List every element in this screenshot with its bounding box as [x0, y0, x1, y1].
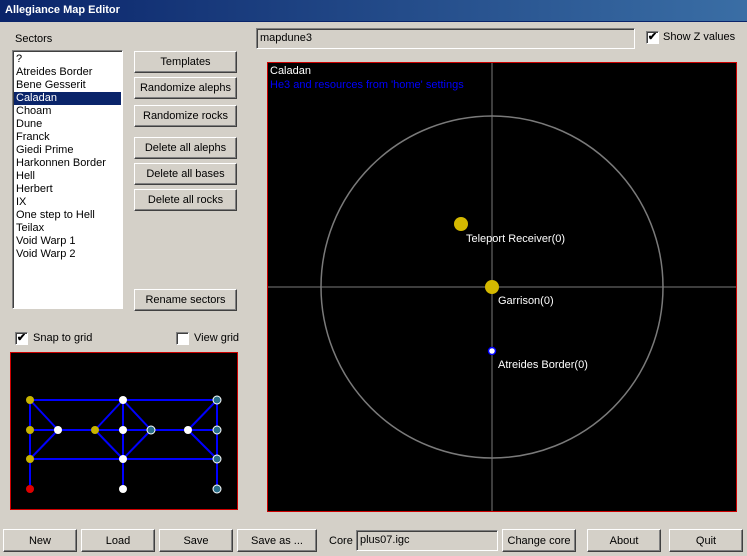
sector-name: Caladan — [270, 65, 311, 77]
minimap-node[interactable] — [26, 455, 34, 463]
sector-list-item[interactable]: Teilax — [16, 222, 45, 234]
new-button[interactable]: New — [3, 529, 77, 552]
load-button[interactable]: Load — [81, 529, 155, 552]
view-grid-checkbox[interactable] — [176, 332, 189, 345]
sectors-label: Sectors — [15, 33, 53, 45]
window-title: Allegiance Map Editor — [5, 4, 120, 16]
check-icon: ✔ — [16, 332, 27, 344]
minimap-node[interactable] — [91, 426, 99, 434]
sector-list-item[interactable]: Caladan — [14, 92, 121, 105]
atreides-border-aleph[interactable] — [487, 346, 497, 356]
teleport-receiver-label: Teleport Receiver(0) — [466, 233, 566, 245]
sector-list-item[interactable]: Franck — [16, 131, 50, 143]
minimap-node[interactable] — [54, 426, 62, 434]
save-as-button[interactable]: Save as ... — [237, 529, 317, 552]
sector-boundary-circle — [320, 115, 664, 459]
garrison-station[interactable] — [485, 280, 499, 294]
sector-info: He3 and resources from 'home' settings — [270, 79, 464, 91]
sector-list-item[interactable]: Void Warp 2 — [16, 248, 76, 260]
minimap-node[interactable] — [212, 395, 222, 405]
sector-list-item[interactable]: Bene Gesserit — [16, 79, 86, 91]
minimap-node[interactable] — [212, 484, 222, 494]
sector-map-canvas — [268, 63, 736, 511]
garrison-label: Garrison(0) — [498, 295, 554, 307]
minimap-link — [29, 429, 59, 460]
minimap-nodes — [26, 395, 222, 494]
snap-to-grid-checkbox[interactable]: ✔ — [15, 332, 28, 345]
change-core-button[interactable]: Change core — [502, 529, 576, 552]
templates-button[interactable]: Templates — [134, 51, 237, 73]
sector-list-item[interactable]: Void Warp 1 — [16, 235, 76, 247]
minimap-links — [29, 399, 218, 489]
minimap-node[interactable] — [184, 426, 192, 434]
delete-alephs-button[interactable]: Delete all alephs — [134, 137, 237, 159]
minimap-link — [29, 399, 59, 431]
minimap-link — [94, 399, 124, 431]
sector-list-item[interactable]: Giedi Prime — [16, 144, 74, 156]
minimap-link — [187, 399, 218, 431]
sector-list-item[interactable]: Dune — [16, 118, 43, 130]
minimap-node[interactable] — [119, 396, 127, 404]
core-field[interactable]: plus07.igc — [356, 530, 498, 551]
minimap-link — [187, 429, 218, 460]
minimap-link — [122, 429, 152, 460]
quit-button[interactable]: Quit — [669, 529, 743, 552]
snap-to-grid-label: Snap to grid — [33, 332, 93, 344]
minimap-node[interactable] — [146, 425, 156, 435]
atreides-border-label: Atreides Border(0) — [498, 359, 588, 371]
minimap-node[interactable] — [119, 426, 127, 434]
sector-list-item[interactable]: Hell — [16, 170, 35, 182]
minimap-node[interactable] — [212, 454, 222, 464]
show-z-checkbox[interactable]: ✔ — [646, 31, 659, 44]
view-grid-label: View grid — [194, 332, 240, 344]
randomize-rocks-button[interactable]: Randomize rocks — [134, 105, 237, 127]
core-label: Core — [329, 535, 353, 547]
rename-sectors-button[interactable]: Rename sectors — [134, 289, 237, 311]
title-bar: Allegiance Map Editor — [0, 0, 747, 22]
teleport-receiver-station[interactable] — [454, 217, 468, 231]
about-button[interactable]: About — [587, 529, 661, 552]
sector-list-item[interactable]: Harkonnen Border — [16, 157, 106, 169]
show-z-label: Show Z values — [663, 31, 736, 43]
minimap-node[interactable] — [26, 396, 34, 404]
delete-bases-button[interactable]: Delete all bases — [134, 163, 237, 185]
sector-minimap[interactable] — [10, 352, 238, 510]
minimap-node[interactable] — [119, 455, 127, 463]
minimap-node[interactable] — [26, 485, 34, 493]
sector-list-item[interactable]: Atreides Border — [16, 66, 93, 78]
sector-list-item[interactable]: Choam — [16, 105, 52, 117]
sector-map-view[interactable]: Caladan He3 and resources from 'home' se… — [267, 62, 737, 512]
map-name-field[interactable]: mapdune3 — [256, 28, 635, 49]
sector-list-item[interactable]: One step to Hell — [16, 209, 95, 221]
minimap-node[interactable] — [212, 425, 222, 435]
randomize-alephs-button[interactable]: Randomize alephs — [134, 77, 237, 99]
sector-list-item[interactable]: IX — [16, 196, 27, 208]
minimap-node[interactable] — [26, 426, 34, 434]
sector-list-item[interactable]: Herbert — [16, 183, 53, 195]
sector-list-item[interactable]: ? — [16, 53, 23, 65]
minimap-node[interactable] — [119, 485, 127, 493]
save-button[interactable]: Save — [159, 529, 233, 552]
minimap-link — [122, 399, 152, 431]
delete-rocks-button[interactable]: Delete all rocks — [134, 189, 237, 211]
minimap-graph — [26, 395, 222, 494]
minimap-link — [94, 429, 124, 460]
check-icon: ✔ — [647, 31, 658, 43]
sectors-list[interactable]: ? Atreides Border Bene Gesserit Caladan Choa… — [12, 50, 123, 309]
